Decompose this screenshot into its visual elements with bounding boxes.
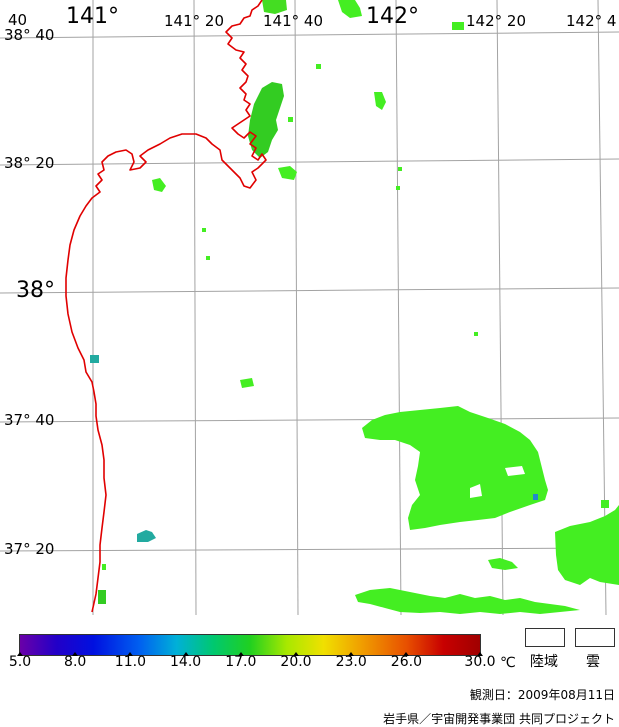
label-lon-141-40: 141° 40 <box>263 12 323 30</box>
sst-patch-south-small <box>488 558 518 570</box>
sst-patch-dot-1 <box>316 64 321 69</box>
colorbar-tick-mark <box>403 652 410 656</box>
sst-patch-dot-2 <box>398 167 402 171</box>
label-lon-141: 141° <box>66 4 119 29</box>
label-lon-142-40: 142° 4 <box>566 12 617 30</box>
colorbar-tick-mark <box>237 652 244 656</box>
colorbar-tick-mark <box>182 652 189 656</box>
temperature-colorbar <box>19 634 481 656</box>
sst-patch-coast-south <box>98 590 106 604</box>
sst-patch-coast-south-2 <box>102 564 106 570</box>
label-lon-142-20: 142° 20 <box>466 12 526 30</box>
parallel-38-40 <box>0 31 619 39</box>
observation-date: 観測日：2009年08月11日 <box>469 688 615 702</box>
label-lat-38: 38° <box>16 278 55 303</box>
sst-patch-southeast <box>362 406 548 530</box>
colorbar-tick-label: 8.0 <box>64 654 87 670</box>
parallel-37-40 <box>0 417 619 423</box>
colorbar-tick-mark <box>127 652 134 656</box>
label-lon-141-20: 141° 20 <box>164 12 224 30</box>
sst-patch-northeast-top <box>338 0 362 18</box>
sst-patch-southeast-holes <box>470 466 525 498</box>
colorbar-tick-mark <box>72 652 79 656</box>
sst-patch-south-strip <box>355 588 580 614</box>
sst-patch-bay <box>152 178 166 192</box>
colorbar-tick-label: 5.0 <box>8 654 32 670</box>
colorbar-tick-label: 11.0 <box>114 654 146 670</box>
label-lat-38-40: 38° 40 <box>4 26 55 44</box>
colorbar-tick-mark <box>17 652 23 656</box>
legend-land-label: 陸域 <box>530 654 558 670</box>
coastline <box>65 0 267 613</box>
sst-patch-dot-6 <box>288 117 293 122</box>
colorbar-tick-label: 23.0 <box>335 654 367 670</box>
meridian-141-20 <box>193 0 197 615</box>
sst-patch-teal-3 <box>533 494 538 500</box>
parallel-37-20 <box>0 547 619 552</box>
colorbar-tick-label: 17.0 <box>225 654 257 670</box>
colorbar-tick-label: 26.0 <box>390 654 422 670</box>
sst-patch-dot-3 <box>396 186 400 190</box>
parallel-38 <box>0 287 619 294</box>
colorbar-tick-mark <box>477 652 483 656</box>
sst-patch-offshore-2 <box>240 378 254 388</box>
sst-patch-offshore-4 <box>601 500 609 508</box>
meridian-141-40 <box>294 0 299 615</box>
colorbar-tick-mark <box>348 652 355 656</box>
sst-patch-north-top <box>262 0 287 14</box>
label-lat-37-20: 37° 20 <box>4 540 55 558</box>
colorbar-unit: ℃ <box>500 655 516 671</box>
sst-patch-offshore-1 <box>374 92 386 110</box>
legend-cloud-swatch <box>575 628 615 647</box>
sst-patch-dot-4 <box>202 228 206 232</box>
label-lat-37-40: 37° 40 <box>4 411 55 429</box>
project-credit: 岩手県／宇宙開発事業団 共同プロジェクト <box>383 712 615 726</box>
sst-patch-coast-mid <box>278 166 297 180</box>
legend-land-swatch <box>525 628 565 647</box>
sst-patch-north-coast <box>248 82 284 158</box>
meridian-142 <box>395 0 402 615</box>
sst-patch-teal-2 <box>137 530 156 542</box>
sst-patches <box>90 0 619 614</box>
meridian-142-40 <box>597 0 607 615</box>
sst-patch-teal-1 <box>90 355 99 363</box>
label-lon-142: 142° <box>366 4 419 29</box>
colorbar-tick-mark <box>293 652 299 656</box>
sst-patch-east-edge <box>555 505 619 585</box>
sst-patch-dot-5 <box>206 256 210 260</box>
colorbar-tick-label: 20.0 <box>280 654 312 670</box>
label-lat-38-20: 38° 20 <box>4 154 55 172</box>
sst-map <box>0 0 619 615</box>
sst-patch-dot-7 <box>474 332 478 336</box>
sst-patch-offshore-3 <box>452 22 464 30</box>
colorbar-tick-label: 14.0 <box>170 654 202 670</box>
label-corner: 40 <box>8 11 28 29</box>
legend-cloud-label: 雲 <box>586 654 600 670</box>
colorbar-tick-label: 30.0 <box>464 654 496 670</box>
